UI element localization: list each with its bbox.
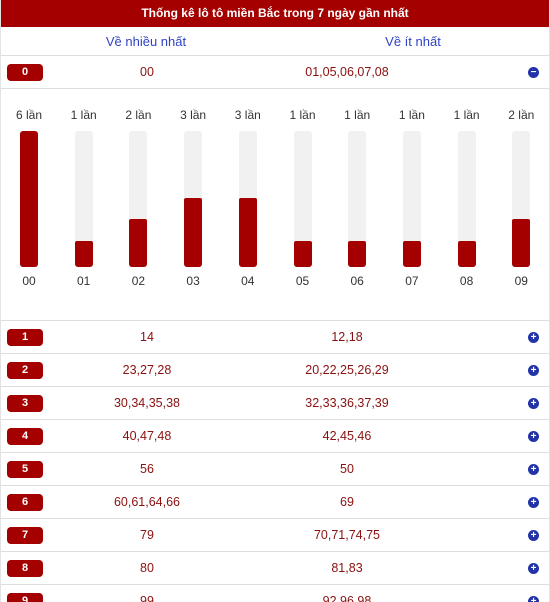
- count-label: 2 lần: [508, 108, 535, 122]
- most-numbers: 60,61,64,66: [113, 495, 181, 509]
- least-numbers: 12,18: [331, 330, 363, 344]
- head-badge: 4: [7, 428, 43, 445]
- bar: [74, 241, 93, 267]
- least-numbers: 70,71,74,75: [313, 528, 381, 542]
- bar: [129, 219, 148, 267]
- tick-label: 08: [459, 274, 474, 288]
- count-label: 3 lần: [234, 108, 261, 122]
- head-badge: 3: [7, 395, 43, 412]
- bar: [238, 198, 257, 267]
- head-badge: 8: [7, 560, 43, 577]
- bar: [293, 241, 312, 267]
- most-numbers: 99: [140, 594, 154, 602]
- bar: [184, 198, 203, 267]
- plus-circle-icon[interactable]: +: [528, 431, 539, 442]
- plus-circle-icon[interactable]: +: [528, 497, 539, 508]
- most-numbers: 23,27,28: [122, 363, 172, 377]
- bar-track: [512, 131, 531, 267]
- count-label: 2 lần: [125, 108, 152, 122]
- most-numbers: 56: [140, 462, 154, 476]
- tick-label: 05: [295, 274, 310, 288]
- bar-track: [74, 131, 93, 267]
- head-badge: 6: [7, 494, 43, 511]
- head-row-7: 7 79 70,71,74,75 +: [1, 519, 549, 552]
- bar-track: [402, 131, 421, 267]
- bar-track: [238, 131, 257, 267]
- bar-track: [348, 131, 367, 267]
- plus-circle-icon[interactable]: +: [528, 365, 539, 376]
- most-numbers: 80: [140, 561, 154, 575]
- most-numbers: 40,47,48: [122, 429, 172, 443]
- least-numbers: 81,83: [331, 561, 363, 575]
- tick-label: 07: [405, 274, 419, 288]
- count-label: 1 lần: [70, 108, 97, 122]
- bar: [20, 131, 38, 267]
- plus-circle-icon[interactable]: +: [528, 464, 539, 475]
- head-badge: 2: [7, 362, 43, 379]
- least-numbers: 01,05,06,07,08: [305, 65, 389, 79]
- bar-track: [457, 131, 476, 267]
- bar-track: [129, 131, 148, 267]
- count-label: 1 lần: [344, 108, 371, 122]
- head-badge: 5: [7, 461, 43, 478]
- head-row-8: 8 80 81,83 +: [1, 552, 549, 585]
- plus-circle-icon[interactable]: +: [528, 596, 539, 602]
- tick-label: 06: [350, 274, 364, 288]
- count-label: 1 lần: [453, 108, 480, 122]
- tick-label: 03: [186, 274, 200, 288]
- plus-circle-icon[interactable]: +: [528, 398, 539, 409]
- most-numbers: 30,34,35,38: [113, 396, 181, 410]
- least-numbers: 20,22,25,26,29: [305, 363, 389, 377]
- column-headers: Về nhiều nhất Về ít nhất: [1, 27, 549, 56]
- head-row-9: 9 99 92,96,98 +: [1, 585, 549, 602]
- most-numbers: 79: [140, 528, 154, 542]
- frequency-chart: 6 lần 00 1 lần 01 2 lần 02 3 lần 03 3 lần 04 1 lần…: [1, 89, 549, 321]
- head-badge: 0: [7, 64, 43, 81]
- head-row-3: 3 30,34,35,38 32,33,36,37,39 +: [1, 387, 549, 420]
- head-row-2: 2 23,27,28 20,22,25,26,29 +: [1, 354, 549, 387]
- bar: [402, 241, 421, 267]
- panel-title: Thống kê lô tô miền Bắc trong 7 ngày gần…: [1, 0, 549, 27]
- tick-label: 00: [22, 274, 36, 288]
- tick-label: 02: [131, 274, 146, 288]
- tick-label: 01: [77, 274, 91, 288]
- tick-label: 09: [514, 274, 528, 288]
- least-numbers: 69: [340, 495, 354, 509]
- plus-circle-icon[interactable]: +: [528, 530, 539, 541]
- header-least: Về ít nhất: [385, 33, 441, 49]
- head-row-5: 5 56 50 +: [1, 453, 549, 486]
- header-most: Về nhiều nhất: [105, 33, 187, 49]
- bar-track: [293, 131, 312, 267]
- bar-track: [184, 131, 203, 267]
- tick-label: 04: [241, 274, 255, 288]
- count-label: 6 lần: [15, 108, 43, 122]
- most-numbers: 14: [140, 330, 154, 344]
- head-row-6: 6 60,61,64,66 69 +: [1, 486, 549, 519]
- bar: [457, 241, 476, 267]
- count-label: 1 lần: [289, 108, 316, 122]
- head-badge: 9: [7, 593, 43, 602]
- bar-track: [20, 131, 38, 267]
- head-badge: 1: [7, 329, 43, 346]
- minus-circle-icon[interactable]: −: [528, 67, 539, 78]
- head-rows: 1 14 12,18 +2 23,27,28 20,22,25,26,29 +3 30,34,…: [1, 321, 549, 602]
- plus-circle-icon[interactable]: +: [528, 332, 539, 343]
- count-label: 1 lần: [398, 108, 425, 122]
- least-numbers: 92,96,98: [322, 594, 372, 602]
- head-row-4: 4 40,47,48 42,45,46 +: [1, 420, 549, 453]
- head-row-1: 1 14 12,18 +: [1, 321, 549, 354]
- count-label: 3 lần: [180, 108, 207, 122]
- bar: [348, 241, 367, 267]
- head-badge: 7: [7, 527, 43, 544]
- head-row-0: 0 00 01,05,06,07,08 −: [1, 56, 549, 89]
- bar: [512, 219, 531, 267]
- least-numbers: 42,45,46: [322, 429, 372, 443]
- least-numbers: 50: [340, 462, 354, 476]
- least-numbers: 32,33,36,37,39: [305, 396, 389, 410]
- plus-circle-icon[interactable]: +: [528, 563, 539, 574]
- most-numbers: 00: [140, 65, 154, 79]
